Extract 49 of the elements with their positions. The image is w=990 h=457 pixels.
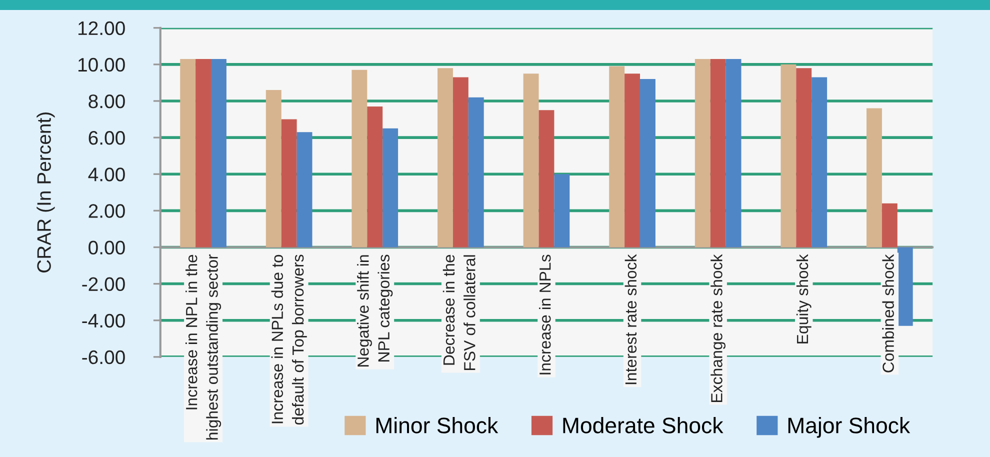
bar <box>180 58 196 248</box>
bar <box>640 79 656 248</box>
y-tick-label: -2.00 <box>82 277 125 292</box>
bar <box>468 97 484 248</box>
bar <box>609 66 625 248</box>
bar <box>382 128 398 248</box>
bar <box>882 203 898 248</box>
x-tick-label: Decrease in the FSV of collateral <box>442 254 476 370</box>
bar <box>538 110 554 248</box>
bar <box>367 106 383 248</box>
bar <box>281 119 297 248</box>
legend-label: Moderate Shock <box>563 417 724 434</box>
bar <box>726 58 742 248</box>
bar <box>352 70 368 248</box>
bar <box>812 77 828 248</box>
legend-label: Major Shock <box>788 417 910 438</box>
x-tick-label: Interest rate shock <box>624 254 637 384</box>
x-tick-label: Exchange rate shock <box>710 254 726 402</box>
y-tick-label: 6.00 <box>88 131 125 145</box>
bar <box>438 68 453 248</box>
bar <box>694 58 710 248</box>
bar <box>211 58 226 248</box>
y-tick-label: 12.00 <box>78 21 125 36</box>
x-tick-label: Negative shift in NPL categories <box>357 254 393 367</box>
y-tick-label: 0.00 <box>88 240 125 254</box>
bar <box>196 58 211 248</box>
x-tick-label: Increase in NPLs due to default of Top borrowers <box>271 254 307 425</box>
x-tick-label: Increase in NPLs <box>539 254 551 374</box>
bar <box>296 132 312 248</box>
y-tick-label: 4.00 <box>88 168 125 182</box>
bar <box>710 58 726 248</box>
x-tick-label: Combined shock <box>882 254 894 372</box>
x-tick-label: Increase in NPL in the highest outstanding sector <box>185 254 222 440</box>
bar <box>624 74 640 248</box>
legend-label: Minor Shock <box>376 417 498 434</box>
bar <box>780 64 796 248</box>
bar <box>866 108 882 248</box>
x-tick-label: Equity shock <box>796 254 812 344</box>
bar <box>796 68 812 248</box>
y-tick-label: 10.00 <box>78 58 125 72</box>
bar <box>452 77 468 248</box>
y-tick-label: 8.00 <box>88 94 125 108</box>
y-tick-label: 2.00 <box>88 204 125 218</box>
y-axis-title: CRAR (In Percent) <box>36 112 55 272</box>
bar <box>554 174 570 248</box>
bar <box>523 74 539 248</box>
y-tick-label: -6.00 <box>82 350 125 364</box>
y-tick-label: -4.00 <box>82 314 125 328</box>
bar <box>266 90 282 248</box>
